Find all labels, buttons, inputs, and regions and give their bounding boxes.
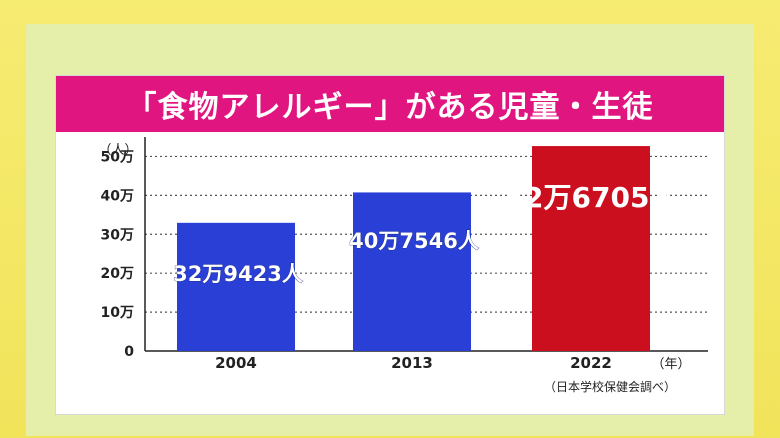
chart-title: 「食物アレルギー」がある児童・生徒 [126, 90, 654, 125]
title-bar: 「食物アレルギー」がある児童・生徒 [56, 76, 724, 132]
source-note: （日本学校保健会調べ） [544, 380, 677, 394]
y-tick-label: 50万 [101, 149, 134, 165]
y-tick-label: 10万 [101, 305, 134, 321]
y-axis-unit-label: （人） [98, 143, 137, 158]
y-tick-label: 40万 [101, 188, 134, 204]
x-tick-label: 2022 [570, 354, 612, 372]
bar [353, 192, 471, 351]
y-tick-label: 20万 [101, 266, 134, 282]
x-tick-label: 2013 [391, 354, 433, 372]
bar [532, 146, 650, 351]
y-tick-label: 0 [124, 344, 134, 360]
bar [177, 222, 295, 351]
data-label: 40万7546人 [349, 229, 479, 253]
data-label: 32万9423人 [173, 262, 303, 286]
data-label: 52万6705人 [505, 181, 678, 214]
x-axis-unit-label: （年） [651, 357, 690, 372]
x-tick-label: 2004 [215, 354, 257, 372]
y-tick-label: 30万 [101, 227, 134, 243]
